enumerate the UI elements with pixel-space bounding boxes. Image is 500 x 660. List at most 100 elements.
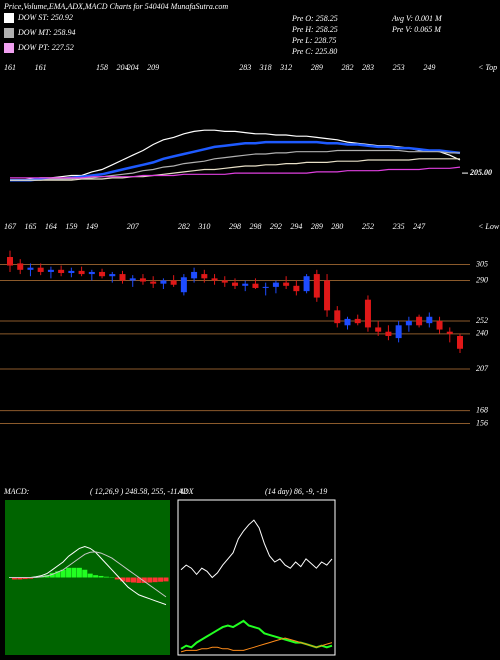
low-label: 165 (24, 222, 36, 231)
histogram-bar (71, 567, 77, 578)
candle-body (252, 283, 259, 288)
panel-title: ADX (177, 487, 195, 496)
y-tick-label: 290 (476, 275, 488, 284)
histogram-bar (114, 577, 120, 580)
histogram-bar (93, 575, 99, 578)
histogram-bar (131, 577, 137, 583)
y-tick-label: 207 (476, 364, 489, 373)
high-label: 253 (393, 63, 405, 72)
low-label: 164 (45, 222, 57, 231)
legend-label: DOW ST: 250.92 (17, 13, 73, 22)
candle-body (354, 318, 361, 324)
candle-body (426, 316, 433, 324)
low-note: < Low (478, 222, 500, 231)
high-label: 318 (259, 63, 272, 72)
low-label: 282 (178, 222, 190, 231)
histogram-bar (152, 577, 158, 583)
candle-body (68, 270, 75, 274)
low-label: 280 (331, 222, 343, 231)
candle-body (272, 282, 279, 287)
y-tick-label: 156 (476, 418, 488, 427)
histogram-bar (28, 577, 34, 579)
y-tick-label: 305 (475, 259, 488, 268)
low-label: 235 (393, 222, 405, 231)
low-label: 159 (65, 222, 77, 231)
candle-body (150, 281, 157, 284)
candle-body (17, 263, 24, 270)
candle-body (201, 274, 208, 279)
panel-title: MACD: (3, 487, 30, 496)
candle-body (211, 278, 218, 281)
panel-params: (14 day) 86, -9, -19 (265, 487, 327, 496)
candle-body (78, 270, 85, 275)
high-label: 209 (147, 63, 159, 72)
candle-body (139, 278, 146, 282)
y-tick-label: 252 (476, 316, 488, 325)
low-label: 149 (86, 222, 98, 231)
candle-body (293, 285, 300, 292)
histogram-bar (55, 571, 61, 578)
legend-swatch (4, 43, 14, 53)
candle-body (170, 280, 177, 285)
candle-body (385, 331, 392, 336)
histogram-bar (49, 572, 55, 578)
candle-body (160, 280, 167, 284)
low-label: 292 (270, 222, 282, 231)
high-label: 158 (96, 63, 108, 72)
ema-line (10, 158, 460, 181)
candle-body (221, 280, 228, 283)
y-tick-label: 205.00 (469, 168, 492, 177)
candle-body (395, 325, 402, 339)
page-title: Price,Volume,EMA,ADX,MACD Charts for 540… (3, 2, 228, 11)
candle-body (191, 271, 198, 279)
stat: Pre O: 258.25 (291, 14, 338, 23)
legend-swatch (4, 28, 14, 38)
candle-body (58, 269, 65, 274)
candle-body (405, 321, 412, 326)
candle-body (242, 283, 249, 286)
ema-line (10, 140, 461, 182)
high-label: 289 (311, 63, 323, 72)
candle-body (334, 310, 341, 324)
histogram-bar (98, 575, 104, 578)
high-label: 161 (4, 63, 16, 72)
panel-params: ( 12,26,9 ) 248.58, 255, -11.42 (90, 487, 187, 496)
macd-line (9, 551, 167, 598)
histogram-bar (11, 577, 17, 580)
stat: Pre V: 0.065 M (391, 25, 442, 34)
high-label: 204 (127, 63, 139, 72)
candle-body (88, 271, 95, 275)
candle-body (27, 267, 34, 270)
y-tick-label: 168 (476, 405, 488, 414)
candle-body (283, 282, 290, 286)
candle-body (99, 271, 106, 277)
low-label: 289 (311, 222, 323, 231)
histogram-bar (17, 577, 23, 580)
legend-swatch (4, 13, 14, 23)
candle-body (324, 280, 331, 311)
macd-line (9, 545, 167, 606)
candle-body (109, 274, 116, 277)
stat: Pre L: 228.75 (291, 36, 336, 45)
stat: Avg V: 0.001 M (391, 14, 443, 23)
histogram-bar (76, 567, 82, 578)
candle-body (436, 321, 443, 330)
histogram-bar (66, 567, 72, 578)
adx-line (180, 519, 333, 579)
candle-body (180, 277, 187, 293)
stat: Pre C: 225.80 (291, 47, 337, 56)
candle-body (129, 278, 136, 281)
histogram-bar (60, 569, 66, 578)
high-label: 204 (117, 63, 129, 72)
candle-body (375, 327, 382, 332)
candle-body (364, 299, 371, 328)
legend-label: DOW MT: 258.94 (17, 28, 76, 37)
candle-body (232, 282, 238, 286)
low-label: 298 (249, 222, 261, 231)
high-label: 161 (35, 63, 47, 72)
candle-body (47, 269, 54, 272)
histogram-bar (141, 577, 147, 583)
low-label: 247 (413, 222, 426, 231)
low-label: 207 (127, 222, 140, 231)
